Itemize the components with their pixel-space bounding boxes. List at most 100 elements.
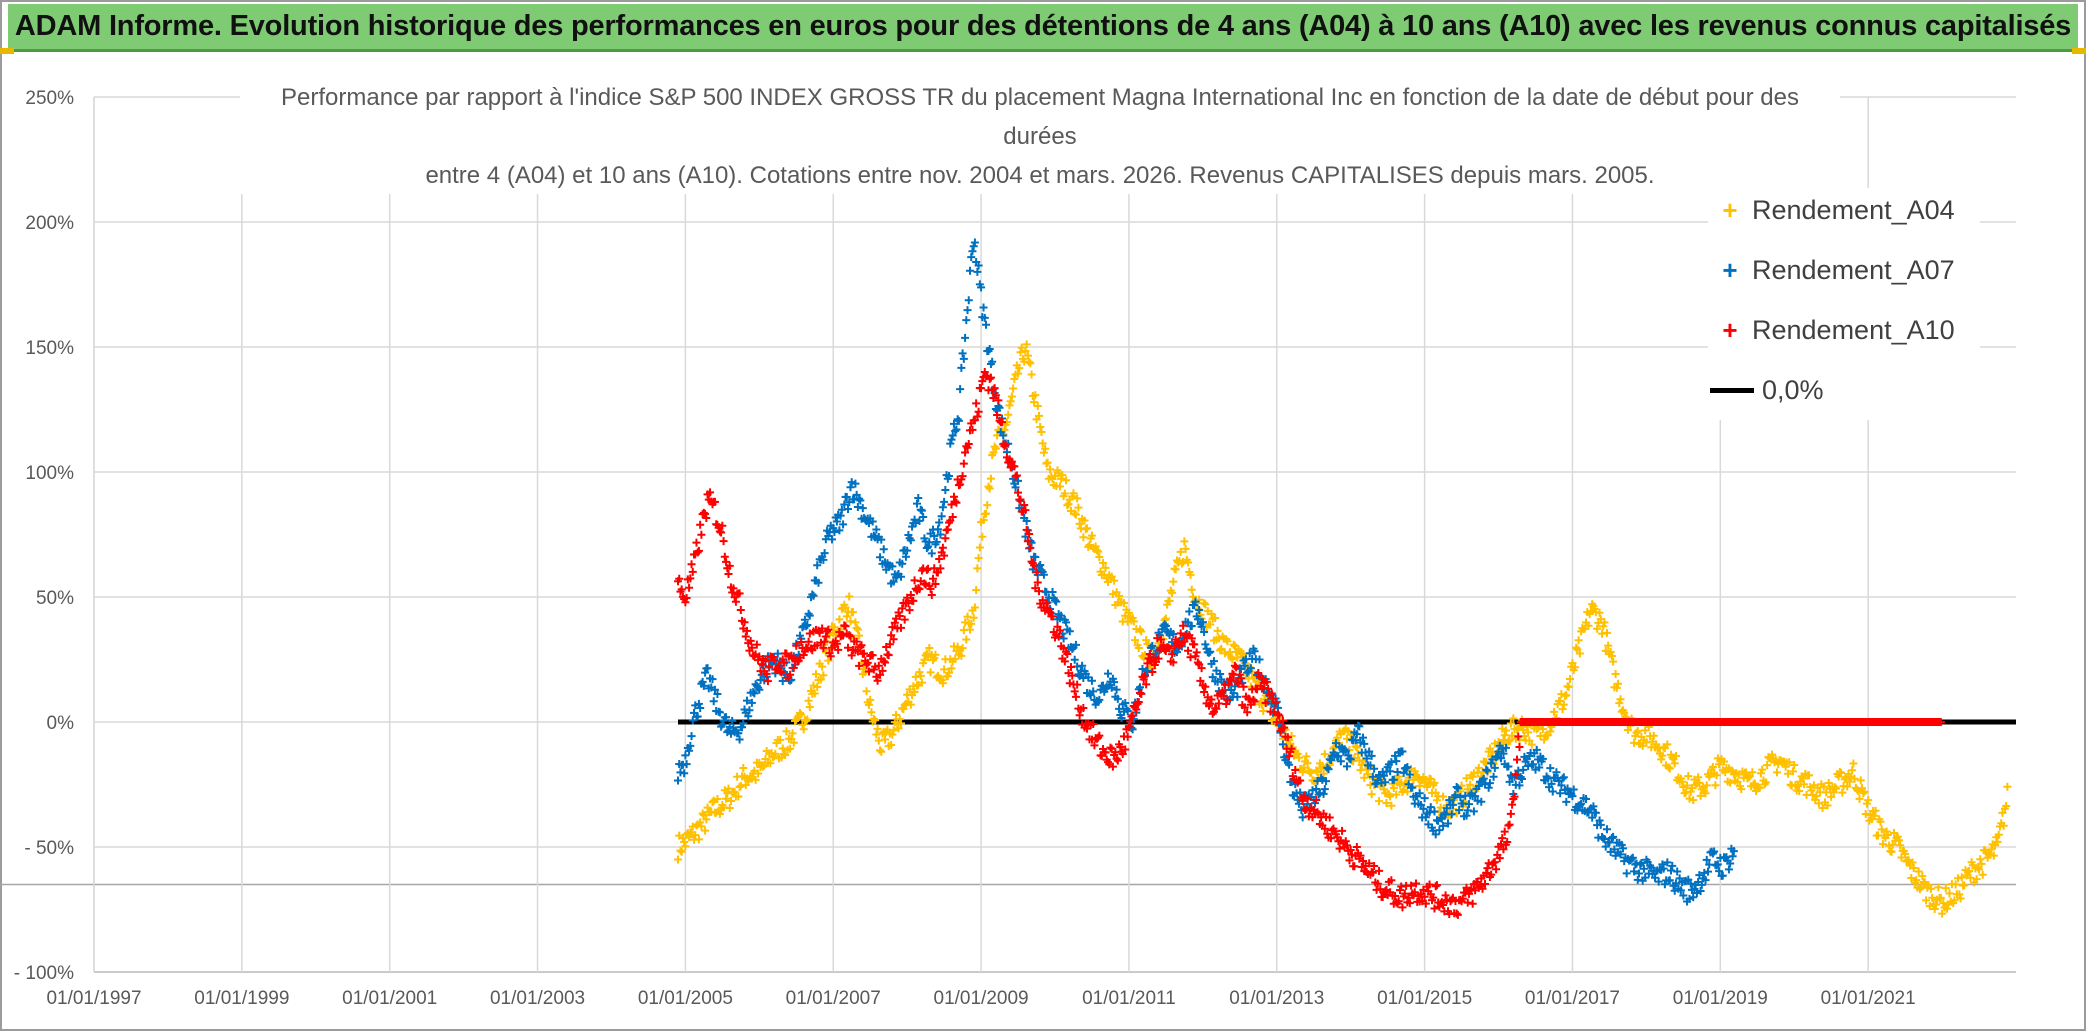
data-point	[961, 618, 970, 627]
data-point	[1137, 627, 1146, 636]
data-point	[920, 579, 929, 588]
data-point	[1615, 699, 1624, 708]
data-point	[1181, 544, 1190, 553]
data-point	[947, 664, 956, 673]
data-point	[1051, 596, 1059, 605]
data-point	[921, 580, 930, 589]
data-point	[1039, 570, 1048, 579]
data-point	[991, 444, 1000, 453]
data-point	[1605, 838, 1614, 847]
data-point	[1298, 796, 1307, 805]
data-point	[808, 590, 817, 599]
data-point	[1430, 778, 1439, 787]
data-point	[1197, 622, 1206, 631]
data-point	[1223, 637, 1232, 646]
data-point	[1405, 770, 1414, 779]
data-point	[729, 584, 738, 593]
data-point	[938, 543, 947, 552]
data-point	[835, 526, 844, 535]
data-point	[1228, 655, 1237, 664]
data-point	[863, 658, 872, 667]
data-point	[1403, 763, 1412, 772]
data-point	[1128, 711, 1137, 720]
data-point	[951, 497, 960, 506]
data-point	[687, 560, 696, 569]
data-point	[777, 668, 786, 677]
data-point	[1864, 796, 1873, 805]
data-point	[1022, 525, 1031, 534]
data-point	[1176, 629, 1185, 638]
legend-label-zero: 0,0%	[1762, 374, 1824, 405]
data-point	[1733, 777, 1742, 786]
data-point	[1547, 779, 1556, 788]
data-point	[1641, 873, 1650, 882]
data-point	[839, 520, 848, 529]
data-point	[832, 639, 841, 648]
data-point	[1451, 791, 1460, 800]
data-point	[1010, 462, 1019, 471]
data-point	[1022, 340, 1031, 349]
data-point	[1595, 816, 1604, 825]
data-point	[691, 831, 700, 840]
data-point	[1755, 783, 1764, 792]
data-point	[961, 333, 970, 342]
data-point	[834, 645, 843, 654]
data-point	[1027, 370, 1036, 379]
data-point	[1387, 758, 1396, 767]
y-axis-ticks: 250% 200% 150% 100% 50% 0% - 50% - 100%	[14, 88, 74, 984]
data-point	[1092, 546, 1101, 555]
data-point	[1632, 728, 1641, 737]
data-point	[1975, 865, 1984, 874]
data-point	[1993, 837, 2002, 846]
data-point	[1715, 867, 1724, 876]
data-point	[697, 530, 706, 539]
data-point	[1606, 647, 1615, 656]
data-point	[1025, 530, 1034, 539]
data-point	[726, 796, 735, 805]
data-point	[701, 826, 710, 835]
data-point	[697, 822, 706, 831]
data-point	[1930, 904, 1939, 913]
data-point	[1275, 711, 1284, 720]
data-point	[1850, 774, 1859, 783]
data-point	[922, 565, 931, 574]
data-point	[884, 651, 893, 660]
data-point	[803, 621, 812, 630]
data-point	[1023, 537, 1032, 546]
data-point	[706, 488, 715, 497]
data-point	[1359, 733, 1368, 742]
data-point	[851, 618, 860, 627]
data-point	[1703, 867, 1712, 876]
data-point	[1410, 767, 1419, 776]
data-point	[1123, 732, 1132, 741]
data-point	[1312, 795, 1321, 804]
data-point	[771, 749, 780, 758]
data-point	[696, 703, 705, 712]
data-point	[1218, 687, 1227, 696]
data-point	[1763, 761, 1772, 770]
data-point	[1115, 591, 1124, 600]
y-tick-label: - 50%	[24, 838, 74, 859]
data-point	[795, 709, 804, 718]
data-point	[821, 632, 830, 641]
data-point	[1943, 904, 1952, 913]
data-point	[1573, 645, 1582, 654]
data-point	[868, 517, 877, 526]
data-point	[763, 677, 772, 686]
data-point	[949, 492, 958, 501]
data-point	[1007, 392, 1016, 401]
data-point	[857, 641, 866, 650]
data-point	[866, 695, 875, 704]
data-point	[742, 626, 751, 635]
data-point	[978, 377, 987, 386]
data-point	[941, 486, 950, 495]
data-point	[927, 549, 936, 558]
data-point	[1960, 881, 1969, 890]
data-point	[1599, 622, 1608, 631]
data-point	[686, 574, 695, 583]
data-point	[1087, 676, 1096, 685]
data-point	[954, 416, 963, 425]
data-point	[1148, 667, 1157, 676]
data-point	[844, 505, 853, 514]
data-point	[688, 567, 697, 576]
